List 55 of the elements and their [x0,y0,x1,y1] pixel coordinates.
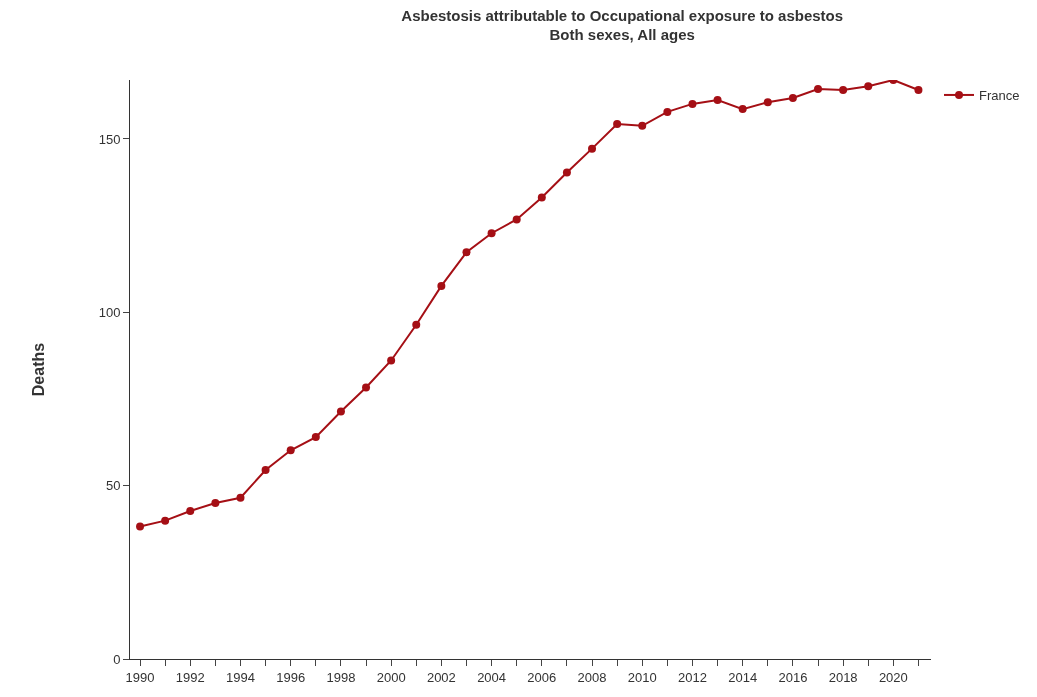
point [763,98,772,107]
point [663,107,672,116]
point [839,86,848,95]
y-tick-label: 150 [98,131,121,147]
y-tick-label: 0 [113,651,121,667]
x-tick-label: 2012 [678,669,707,685]
point [788,94,797,103]
x-tick-label: 2002 [426,669,456,685]
legend-label: France [979,88,1020,104]
x-tick-label: 1996 [276,669,306,685]
point [487,229,496,238]
point [136,522,145,531]
x-tick-label: 2014 [728,669,758,685]
point [387,356,396,365]
point [186,506,195,515]
y-tick-label: 100 [98,304,121,320]
point [713,96,722,105]
point [437,281,446,290]
point [738,105,747,114]
point [462,248,471,257]
point [613,120,622,129]
point [236,493,245,502]
point [161,516,170,525]
point [286,446,295,455]
point [588,144,597,153]
point [562,168,571,177]
chart-subtitle: Both sexes, All ages [549,26,695,44]
x-tick-label: 2020 [878,669,908,685]
x-tick-label: 1992 [175,669,205,685]
y-tick-label: 50 [105,478,121,494]
x-tick-label: 2018 [828,669,858,685]
y-axis-title: Deaths [29,342,47,397]
point [261,466,270,475]
x-tick-label: 2016 [778,669,808,685]
x-tick-label: 2008 [577,669,607,685]
point [638,121,647,130]
point [864,82,873,91]
point [336,407,345,416]
point [914,86,923,95]
point [512,215,521,224]
point [311,433,320,442]
x-tick-label: 2010 [627,669,657,685]
x-tick-label: 2000 [376,669,406,685]
point [537,193,546,202]
point [688,99,697,108]
chart-title: Asbestosis attributable to Occupational exposure to asbestos [401,6,844,24]
point [362,383,371,392]
point [412,320,421,329]
x-tick-label: 1994 [226,669,255,685]
point [814,85,823,94]
x-tick-label: 1998 [326,669,356,685]
point [211,498,220,507]
x-tick-label: 1990 [125,669,155,685]
x-tick-label: 2006 [527,669,557,685]
x-tick-label: 2004 [477,669,507,685]
